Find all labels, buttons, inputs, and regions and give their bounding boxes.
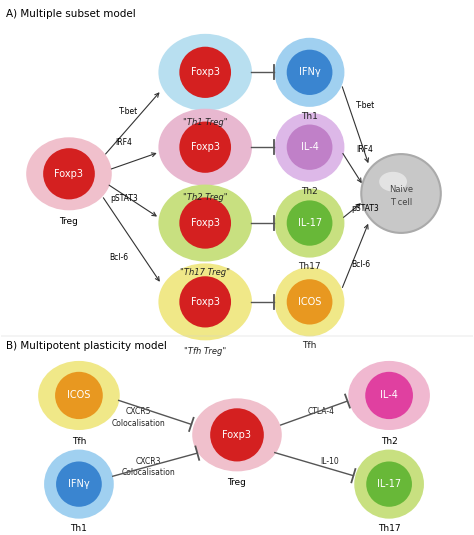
Circle shape — [179, 47, 231, 98]
Text: Foxp3: Foxp3 — [55, 169, 83, 179]
Circle shape — [287, 201, 332, 246]
Circle shape — [361, 154, 441, 233]
Circle shape — [365, 372, 413, 419]
Text: IL-10: IL-10 — [320, 456, 339, 465]
Text: Bcl-6: Bcl-6 — [109, 254, 128, 263]
Circle shape — [45, 450, 113, 518]
Text: IRF4: IRF4 — [116, 138, 133, 147]
Text: IL-4: IL-4 — [380, 391, 398, 401]
Circle shape — [276, 269, 343, 335]
Text: Foxp3: Foxp3 — [191, 67, 219, 78]
Ellipse shape — [379, 172, 407, 192]
Text: Tfh: Tfh — [72, 437, 86, 446]
Text: Tfh: Tfh — [302, 341, 317, 350]
Text: IFNγ: IFNγ — [299, 67, 320, 78]
Text: Naive: Naive — [389, 185, 413, 194]
Text: B) Multipotent plasticity model: B) Multipotent plasticity model — [6, 341, 167, 351]
Text: "Tfh Treg": "Tfh Treg" — [184, 347, 226, 356]
Text: IFNγ: IFNγ — [68, 479, 90, 489]
Circle shape — [179, 121, 231, 173]
Circle shape — [179, 197, 231, 249]
Text: "Th1 Treg": "Th1 Treg" — [183, 118, 228, 127]
Circle shape — [276, 39, 343, 106]
Text: Treg: Treg — [60, 217, 78, 226]
Circle shape — [56, 462, 102, 507]
Ellipse shape — [159, 264, 251, 339]
Circle shape — [287, 279, 332, 325]
Text: Foxp3: Foxp3 — [222, 430, 252, 440]
Text: ICOS: ICOS — [298, 297, 321, 307]
Ellipse shape — [159, 35, 251, 110]
Text: Th2: Th2 — [381, 437, 398, 446]
Text: Foxp3: Foxp3 — [191, 218, 219, 228]
Circle shape — [366, 462, 412, 507]
Text: T-bet: T-bet — [356, 101, 375, 110]
Text: CXCR3
Colocalisation: CXCR3 Colocalisation — [122, 456, 175, 477]
Text: IRF4: IRF4 — [356, 145, 373, 154]
Text: Th1: Th1 — [71, 524, 87, 532]
Ellipse shape — [27, 139, 111, 209]
Text: Th17: Th17 — [298, 263, 321, 271]
Circle shape — [210, 408, 264, 462]
Ellipse shape — [159, 186, 251, 261]
Circle shape — [356, 450, 423, 518]
Circle shape — [276, 114, 343, 181]
Text: IL-4: IL-4 — [301, 142, 319, 152]
Circle shape — [55, 372, 103, 419]
Text: Bcl-6: Bcl-6 — [351, 261, 371, 269]
Circle shape — [287, 50, 332, 95]
Text: Treg: Treg — [228, 478, 246, 487]
Text: T-bet: T-bet — [118, 106, 138, 116]
Text: Foxp3: Foxp3 — [191, 297, 219, 307]
Ellipse shape — [193, 400, 281, 470]
Circle shape — [276, 189, 343, 257]
Text: Th1: Th1 — [301, 112, 318, 121]
Text: IL-17: IL-17 — [298, 218, 322, 228]
Text: ICOS: ICOS — [67, 391, 91, 401]
Text: Th17: Th17 — [378, 524, 401, 532]
Text: CTLA-4: CTLA-4 — [308, 407, 335, 416]
Text: Th2: Th2 — [301, 187, 318, 196]
Text: IL-17: IL-17 — [377, 479, 401, 489]
Ellipse shape — [39, 362, 118, 429]
Ellipse shape — [159, 110, 251, 185]
Text: Foxp3: Foxp3 — [191, 142, 219, 152]
Text: "Th17 Treg": "Th17 Treg" — [180, 269, 230, 277]
Text: T cell: T cell — [390, 198, 412, 207]
Text: A) Multiple subset model: A) Multiple subset model — [6, 9, 136, 19]
Text: "Th2 Treg": "Th2 Treg" — [183, 193, 228, 202]
Text: pSTAT3: pSTAT3 — [111, 194, 138, 203]
Circle shape — [43, 148, 95, 200]
Ellipse shape — [349, 362, 429, 429]
Text: CXCR5
Colocalisation: CXCR5 Colocalisation — [112, 407, 165, 428]
Circle shape — [287, 125, 332, 170]
Text: pSTAT3: pSTAT3 — [351, 204, 379, 213]
Circle shape — [179, 276, 231, 327]
